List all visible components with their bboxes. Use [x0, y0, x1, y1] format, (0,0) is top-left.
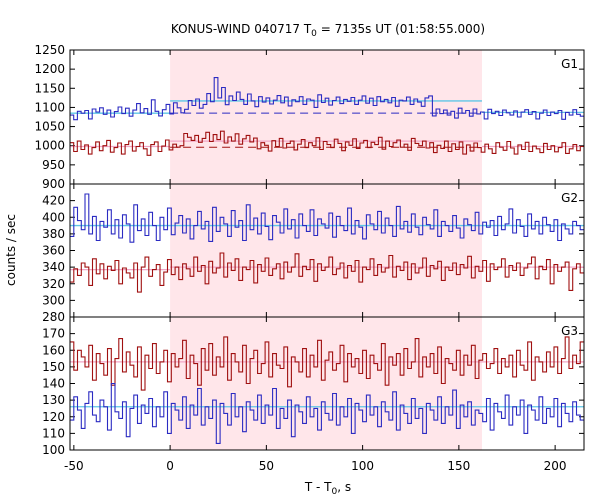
y-tick-label: 1200 [34, 62, 65, 76]
text-layer: KONUS-WIND 040717 T0 = 7135s UT (01:58:5… [4, 22, 567, 497]
panels-layer: 900 950 1000 1050 1100 1150 1200 1250 G1 280 300 32… [34, 43, 584, 457]
x-tick-label: 100 [351, 459, 374, 473]
y-tick-label: 1100 [34, 100, 65, 114]
y-tick-label: 900 [42, 177, 65, 191]
x-axis-label-rest: , s [337, 480, 351, 494]
y-tick-label: 100 [42, 443, 65, 457]
y-tick-label: 170 [42, 327, 65, 341]
series-red-histogram [70, 252, 584, 293]
x-tick-label: 0 [166, 459, 174, 473]
panel-g1: 900 950 1000 1050 1100 1150 1200 1250 G1 [34, 43, 584, 191]
y-tick-label: 360 [42, 244, 65, 258]
panel-label: G2 [561, 191, 578, 205]
shaded-interval [170, 50, 482, 450]
y-tick-label: 400 [42, 210, 65, 224]
shaded-interval-layer [170, 50, 482, 450]
y-tick-label: 300 [42, 293, 65, 307]
y-axis-label: counts / sec [4, 214, 18, 286]
x-tick-label: 50 [259, 459, 274, 473]
y-tick-label: 150 [42, 360, 65, 374]
x-tick-label: 150 [447, 459, 470, 473]
y-tick-label: 140 [42, 377, 65, 391]
y-tick-label: 1150 [34, 81, 65, 95]
y-tick-label: 340 [42, 260, 65, 274]
y-tick-label: 1050 [34, 120, 65, 134]
series-red-histogram [70, 336, 584, 391]
y-tick-label: 160 [42, 343, 65, 357]
series-blue-histogram [70, 77, 584, 121]
y-tick-label: 110 [42, 426, 65, 440]
x-tick-label: -50 [64, 459, 84, 473]
x-axis-label-subscript: 0 [332, 487, 338, 497]
panel-g2: 280 300 320 340 360 380 400 420 G2 [42, 184, 584, 324]
frame-layer [69, 49, 585, 451]
y-tick-label: 380 [42, 227, 65, 241]
y-tick-label: 1250 [34, 43, 65, 57]
panel-label: G1 [561, 57, 578, 71]
series-blue-histogram [70, 382, 584, 444]
chart-title-main: KONUS-WIND 040717 T [171, 22, 312, 36]
panel-label: G3 [561, 324, 578, 338]
x-axis-label: T - T0, s [304, 480, 351, 497]
plot-frame [69, 49, 585, 451]
chart-title-subscript: 0 [311, 29, 317, 39]
y-tick-label: 1000 [34, 139, 65, 153]
series-red-histogram [70, 130, 584, 156]
chart-title: KONUS-WIND 040717 T0 = 7135s UT (01:58:5… [171, 22, 485, 39]
y-tick-label: 420 [42, 194, 65, 208]
series-blue-histogram [70, 193, 584, 243]
x-tick-label: 200 [544, 459, 567, 473]
chart-title-rest: = 7135s UT (01:58:55.000) [317, 22, 485, 36]
y-tick-label: 320 [42, 277, 65, 291]
x-axis-label-main: T - T [304, 480, 332, 494]
y-tick-label: 130 [42, 393, 65, 407]
panel-g3: 100 110 120 130 140 150 160 170 G3 [42, 317, 584, 457]
y-tick-label: 950 [42, 158, 65, 172]
y-tick-label: 280 [42, 310, 65, 324]
y-tick-label: 120 [42, 410, 65, 424]
